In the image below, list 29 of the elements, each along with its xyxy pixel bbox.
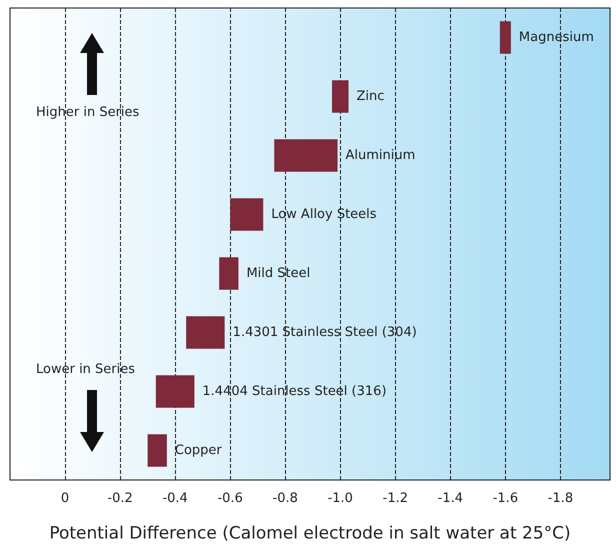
x-tick-label: -1.8 (548, 491, 574, 506)
bar (274, 139, 338, 172)
bar (219, 257, 238, 290)
x-tick-label: -1.6 (492, 491, 518, 506)
x-tick-label: -1.2 (382, 491, 408, 506)
bar (186, 316, 225, 349)
y-tick-label: Low Alloy Steels (271, 207, 377, 222)
y-tick-label: Zinc (356, 89, 384, 104)
bar (500, 21, 511, 54)
x-tick-label: -1.0 (328, 491, 353, 506)
x-tick-label: -1.4 (438, 491, 464, 506)
x-tick-label: 0 (60, 491, 70, 506)
y-tick-label: 1.4404 Stainless Steel (316) (202, 384, 387, 399)
y-tick-label: Copper (174, 443, 222, 458)
bar (230, 198, 264, 231)
y-tick-label: 1.4301 Stainless Steel (304) (232, 325, 417, 340)
x-tick-label: -0.8 (272, 491, 298, 506)
bar (156, 375, 194, 408)
y-tick-label: Magnesium (518, 30, 594, 45)
annotation: Lower in Series (36, 362, 136, 377)
bar (148, 434, 167, 467)
x-tick-label: -0.2 (107, 491, 133, 506)
y-tick-label: Mild Steel (246, 266, 310, 281)
x-tick-label: -0.6 (217, 491, 243, 506)
y-tick-label: Aluminium (346, 148, 416, 163)
bar (332, 80, 349, 113)
x-tick-label: -0.4 (162, 491, 188, 506)
annotation: Higher in Series (36, 105, 140, 120)
x-axis-title: Potential Difference (Calomel electrode in salt water at 25°C) (49, 524, 571, 544)
